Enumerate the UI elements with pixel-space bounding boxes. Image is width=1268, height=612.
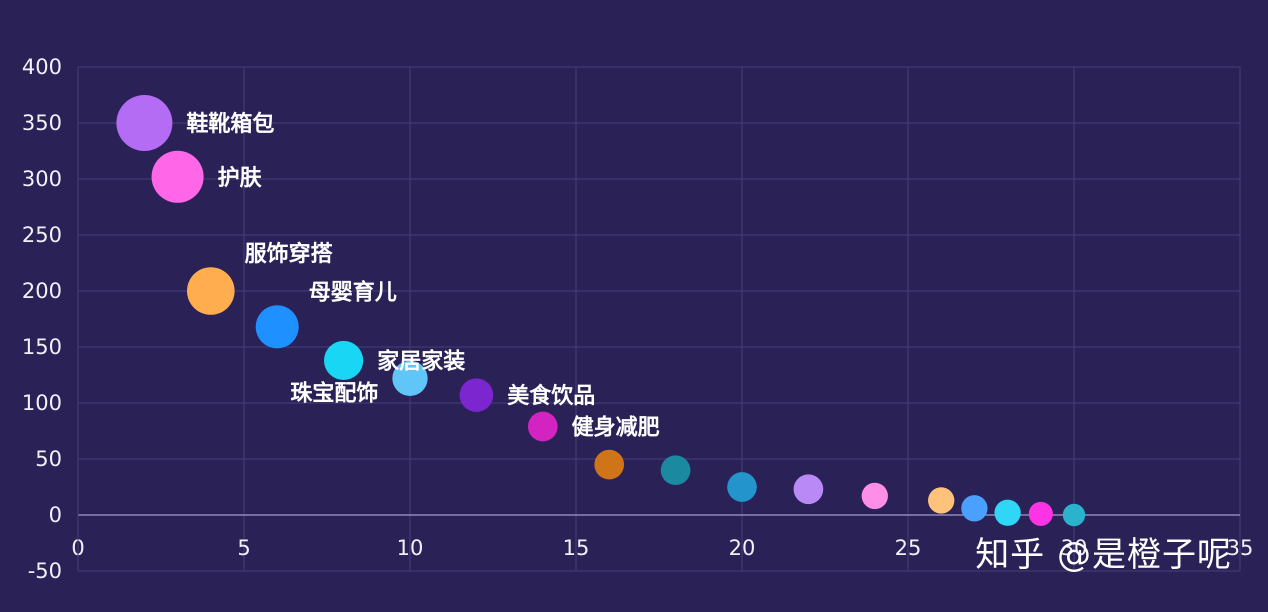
bubble — [324, 340, 364, 381]
bubble — [527, 411, 558, 442]
bubble — [116, 95, 173, 151]
bubble-label: 健身减肥 — [572, 415, 660, 441]
bubble — [392, 360, 428, 396]
watermark: 知乎 @是橙子呢 — [975, 535, 1232, 575]
y-tick-label: 50 — [35, 447, 62, 471]
bubble-label: 护肤 — [218, 166, 263, 191]
bubble — [861, 482, 888, 510]
x-tick-label: 15 — [563, 536, 590, 560]
x-tick-label: 30 — [1061, 536, 1088, 560]
x-tick-label: 10 — [397, 536, 424, 560]
bubble — [459, 378, 494, 412]
bubble-label: 美食饮品 — [507, 383, 595, 409]
bubble-label: 珠宝配饰 — [290, 380, 378, 406]
bubble — [1028, 501, 1053, 526]
y-tick-label: 200 — [22, 279, 62, 303]
y-tick-label: -50 — [28, 559, 62, 583]
bubble — [187, 267, 235, 315]
bubble-label: 母婴育儿 — [309, 279, 397, 305]
bubble — [928, 487, 955, 514]
bubbles — [116, 95, 1086, 527]
x-tick-label: 5 — [237, 536, 250, 560]
bubble — [793, 474, 824, 505]
y-tick-label: 100 — [22, 391, 62, 415]
bubble — [961, 495, 988, 522]
y-tick-label: 0 — [49, 503, 62, 527]
bubble-label: 服饰穿搭 — [245, 241, 334, 267]
y-tick-label: 400 — [22, 55, 62, 79]
y-tick-label: 250 — [22, 223, 62, 247]
bubble — [1062, 503, 1086, 527]
y-tick-label: 350 — [22, 111, 62, 135]
x-tick-label: 25 — [895, 536, 922, 560]
x-tick-label: 20 — [729, 536, 756, 560]
bubble — [727, 472, 757, 502]
bubble — [660, 455, 691, 486]
y-tick-label: 150 — [22, 335, 62, 359]
bubble — [255, 305, 299, 349]
bubble-label: 鞋靴箱包 — [186, 111, 274, 137]
bubble — [594, 449, 625, 480]
y-tick-label: 300 — [22, 167, 62, 191]
grid — [77, 66, 1241, 572]
x-tick-label: 35 — [1227, 536, 1254, 560]
bubble-label: 家居家装 — [377, 348, 465, 374]
bubble — [994, 499, 1021, 526]
bubble — [151, 150, 204, 203]
